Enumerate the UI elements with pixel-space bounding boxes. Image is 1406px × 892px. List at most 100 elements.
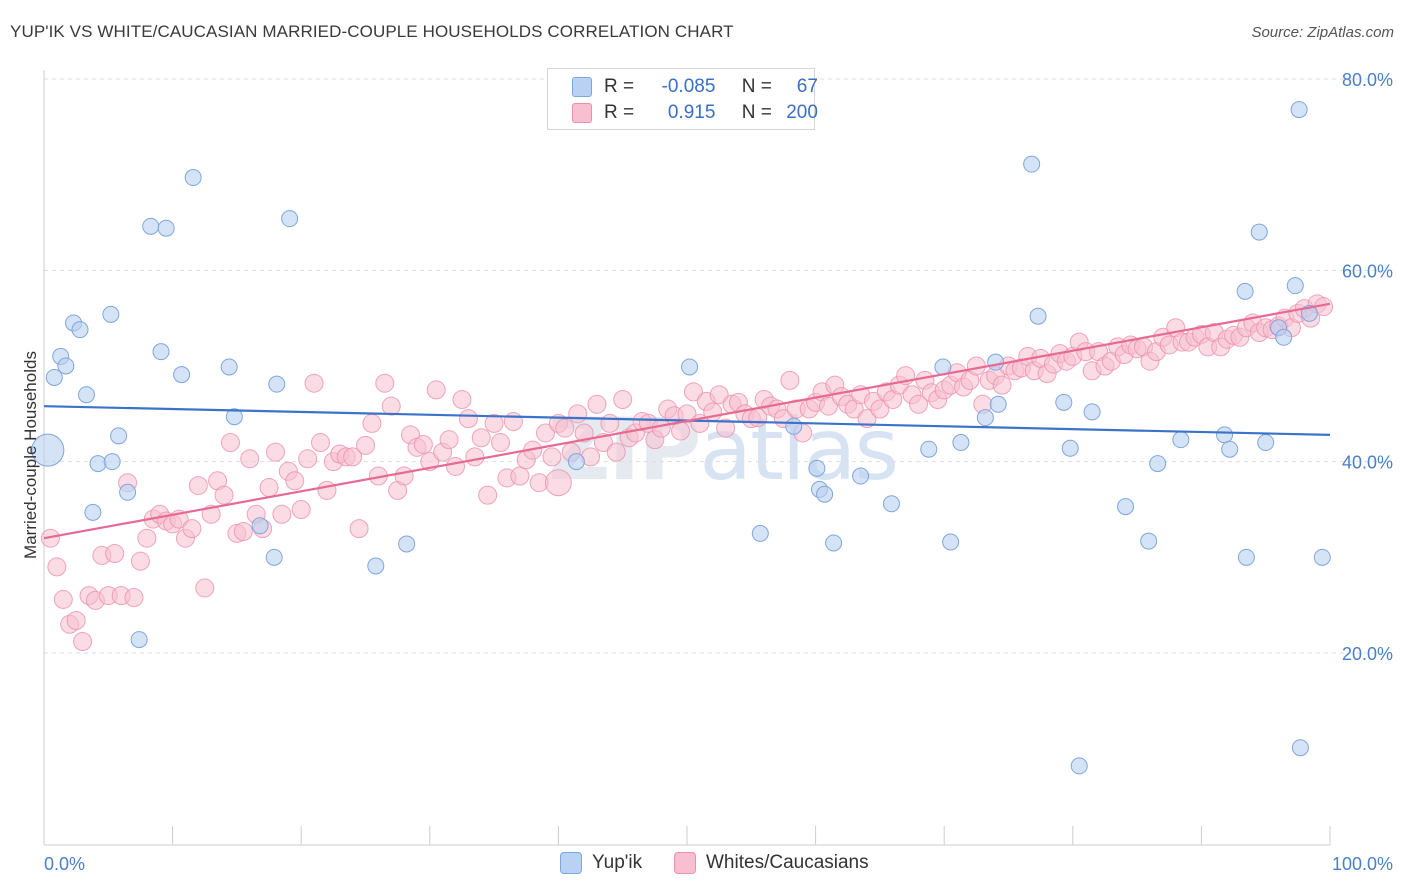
white-point — [259, 477, 279, 497]
yupik-point — [367, 557, 385, 575]
white-point — [240, 449, 260, 469]
yupik-point — [130, 631, 148, 649]
y-tick-label: 40.0% — [1342, 453, 1393, 473]
yupik-point — [251, 517, 269, 535]
white-point — [452, 389, 472, 409]
yupik-point — [1117, 498, 1135, 516]
r-label: R = — [604, 76, 635, 97]
white-point — [394, 466, 414, 486]
legend-row-white: R = 0.915 N = 200 — [572, 100, 818, 126]
yupik-legend-label: Yup'ik — [592, 852, 643, 873]
yupik-point — [882, 495, 900, 513]
legend-item-white[interactable]: Whites/Caucasians — [674, 852, 869, 874]
yupik-n-value: 67 — [796, 76, 818, 97]
yupik-point — [119, 483, 137, 501]
x-tick-labels: 0.0% 100.0% — [44, 854, 1393, 874]
white-point — [587, 394, 607, 414]
white-point — [53, 589, 73, 609]
white-point — [285, 471, 305, 491]
white-point — [677, 404, 697, 424]
n-label: N = — [741, 76, 772, 97]
white-point — [716, 418, 736, 438]
white-trend-line — [43, 302, 1331, 540]
y-axis-label: Married-couple Households — [21, 351, 40, 559]
white-r-value: 0.915 — [667, 102, 716, 123]
yupik-point — [57, 357, 75, 375]
yupik-legend-swatch — [560, 852, 582, 874]
yupik-point — [1221, 440, 1239, 458]
white-point — [220, 433, 240, 453]
yupik-point — [1291, 739, 1309, 757]
white-point — [458, 409, 478, 429]
white-point — [137, 528, 157, 548]
r-label: R = — [604, 102, 635, 123]
yupik-point — [265, 548, 283, 566]
white-point — [298, 449, 318, 469]
white-point — [503, 411, 523, 431]
yupik-point — [1250, 223, 1268, 241]
white-point — [375, 373, 395, 393]
white-point — [73, 632, 93, 652]
white-point — [47, 557, 67, 577]
yupik-point — [84, 503, 102, 521]
white-legend-swatch — [674, 852, 696, 874]
yupik-point — [567, 453, 585, 471]
white-point — [130, 551, 150, 571]
white-point — [780, 370, 800, 390]
yupik-point — [952, 434, 970, 452]
white-point — [478, 485, 498, 505]
yupik-point — [1172, 431, 1190, 449]
yupik-point — [1286, 277, 1304, 295]
legend-row-yupik: R = -0.085 N = 67 — [572, 74, 818, 100]
yupik-point — [281, 210, 299, 228]
white-point — [484, 413, 504, 433]
yupik-r-value: -0.085 — [661, 76, 716, 97]
yupik-point — [1149, 455, 1167, 473]
yupik-point — [1070, 757, 1088, 775]
white-point — [233, 522, 253, 542]
series-legend: Yup'ik Whites/Caucasians — [0, 852, 1406, 878]
white-point — [317, 480, 337, 500]
yupik-point — [1083, 403, 1101, 421]
white-point — [542, 447, 562, 467]
y-tick-labels: 20.0% 40.0% 60.0% 80.0% — [1342, 70, 1393, 664]
white-point — [606, 442, 626, 462]
white-legend-label: Whites/Caucasians — [706, 852, 869, 873]
white-point — [439, 430, 459, 450]
yupik-point — [987, 353, 1005, 371]
white-point — [992, 375, 1012, 395]
yupik-point — [920, 440, 938, 458]
yupik-point — [942, 533, 960, 551]
white-point — [555, 418, 575, 438]
yupik-point — [142, 217, 160, 235]
grid-lines — [44, 78, 1392, 654]
yupik-point — [1055, 393, 1073, 411]
y-tick-label: 60.0% — [1342, 261, 1393, 281]
white-point — [188, 476, 208, 496]
yupik-swatch — [572, 77, 592, 97]
yupik-point — [1140, 532, 1158, 550]
yupik-point — [1290, 101, 1308, 119]
yupik-point — [1023, 155, 1041, 173]
n-label: N = — [741, 102, 772, 123]
legend-item-yupik[interactable]: Yup'ik — [560, 852, 642, 874]
white-point — [683, 382, 703, 402]
white-point — [304, 373, 324, 393]
x-tick-label-max: 100.0% — [1332, 854, 1393, 874]
source-label: Source: ZipAtlas.com — [1251, 24, 1394, 41]
white-point — [600, 413, 620, 433]
yupik-point — [1257, 434, 1275, 452]
white-point — [426, 380, 446, 400]
y-tick-label: 80.0% — [1342, 70, 1393, 90]
yupik-point — [102, 305, 120, 323]
white-point — [362, 413, 382, 433]
white-point — [272, 504, 292, 524]
yupik-point — [816, 485, 834, 503]
white-point — [671, 421, 691, 441]
white-point — [908, 394, 928, 414]
white-point — [356, 435, 375, 455]
yupik-points — [31, 101, 1331, 775]
white-point — [966, 356, 986, 376]
yupik-point — [976, 409, 994, 427]
